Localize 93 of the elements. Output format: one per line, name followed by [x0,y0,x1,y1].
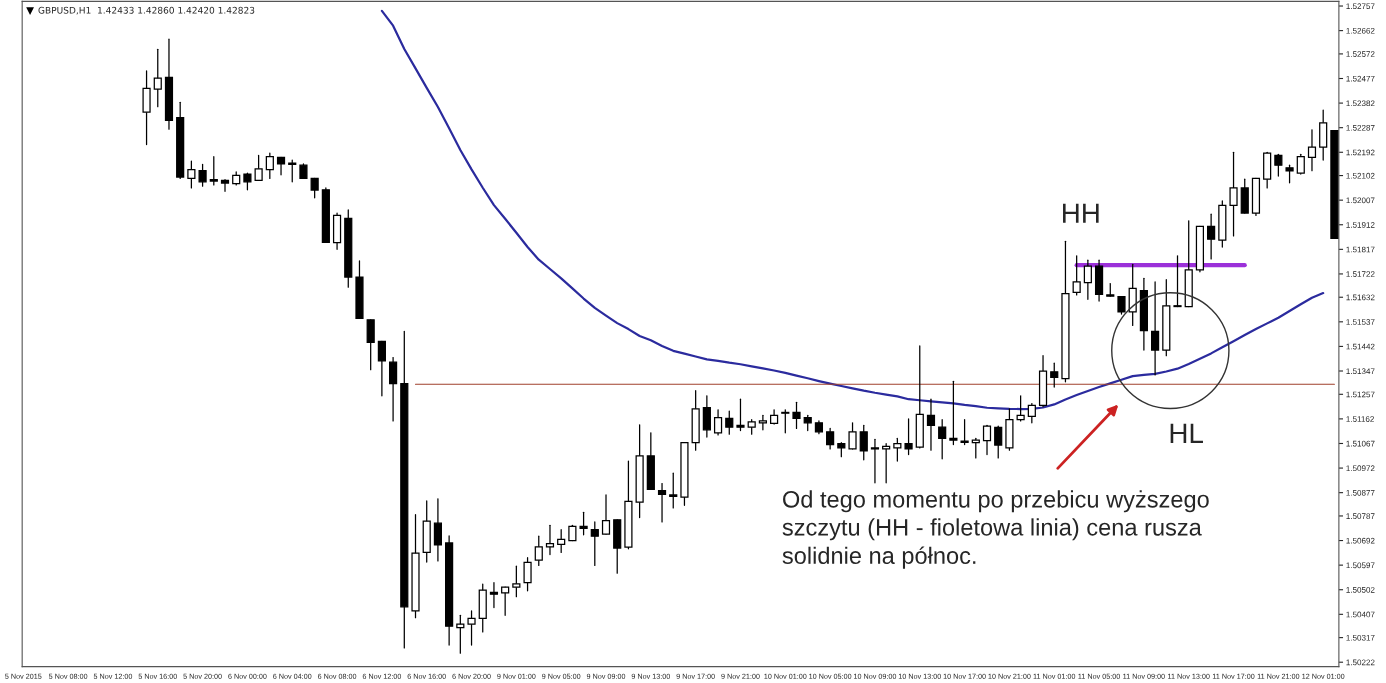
text: GBPUSD,H1 1.42433 1.42860 1.42420 1.42823 [38,6,255,15]
candlestick [994,425,1003,459]
candlestick [702,395,711,438]
annotation: HH [1063,203,1099,223]
candlestick [949,380,958,446]
y-tick-label: 1.51722 [1346,271,1375,277]
y-tick-label: 1.50692 [1346,537,1375,544]
candlestick [781,409,790,434]
y-tick-label: 1.51067 [1346,440,1375,447]
candlestick [534,535,543,567]
y-tick-label: 1.50972 [1346,465,1375,472]
candlestick [938,419,947,460]
candlestick [467,610,476,646]
candlestick [1027,402,1036,424]
y-tick-label: 1.50502 [1346,587,1375,593]
candlestick [882,443,891,484]
y-tick-label: 1.52572 [1346,51,1375,57]
candlestick [1207,213,1216,260]
candlestick [1050,362,1059,388]
y-tick-label: 1.52192 [1346,149,1375,156]
candlestick [142,70,151,146]
annotation: HL [1170,423,1203,443]
candlestick [288,159,297,183]
candlestick [1150,281,1160,376]
y-tick-label: 1.51442 [1346,343,1375,350]
candlestick [1296,153,1305,175]
y-tick-label: 1.51347 [1346,368,1375,374]
candlestick [433,498,443,562]
y-tick-label: 1.52287 [1346,124,1375,131]
candlestick [489,582,499,609]
candlestick [590,521,599,567]
candlestick [198,163,207,187]
candlestick [501,586,510,616]
annotation: Od tego momentu po przebicu wyższego szczytu (HH - fioletowa linia) cena rusza solidnie na północ. [782,490,1209,569]
candlestick [1173,255,1182,308]
candlestick [859,424,868,461]
candlestick [254,154,263,182]
candlestick [792,401,801,430]
candlestick [893,437,902,462]
candlestick [669,472,678,509]
candlestick [523,557,532,592]
candlestick [725,410,734,435]
candlestick [310,177,319,199]
candlestick [209,156,218,186]
candlestick [960,419,969,446]
candlestick [713,409,723,436]
candlestick [187,160,196,189]
candlestick [557,529,566,554]
candlestick [736,398,745,432]
candlestick [366,319,375,371]
candlestick [220,179,230,192]
candlestick [1128,263,1137,327]
candlestick [826,427,835,450]
candlestick [512,565,521,598]
y-tick-label: 1.50407 [1346,611,1375,618]
y-tick-label: 1.51257 [1346,391,1375,398]
candlestick [601,494,611,535]
candlestick [1072,255,1081,296]
y-tick-label: 1.52382 [1346,100,1375,107]
y-tick-label: 1.52477 [1346,75,1375,82]
candlestick [545,524,555,556]
candlestick [1083,259,1092,300]
candlestick [904,418,913,456]
y-tick-label: 1.50222 [1346,659,1375,666]
candlestick [276,156,286,176]
y-tick-label: 1.50787 [1346,513,1375,519]
candlestick [758,414,767,431]
candlestick [265,152,274,180]
y-tick-label: 1.50877 [1346,489,1375,496]
candlestick [1307,129,1317,172]
y-tick-label: 1.52662 [1346,27,1375,34]
y-tick-label: 1.51537 [1346,319,1375,325]
candlestick [1229,151,1238,237]
y-tick-label: 1.50317 [1346,634,1375,641]
candlestick [870,438,880,484]
candlestick [657,482,667,523]
y-tick-label: 1.52757 [1346,3,1375,10]
y-tick-label: 1.52007 [1346,197,1375,204]
candlestick [377,340,386,397]
candlestick [1274,153,1283,177]
candlestick [971,437,980,459]
y-tick-label: 1.51162 [1346,416,1374,422]
candlestick [153,48,162,108]
candlestick [388,356,398,422]
y-tick-label: 1.52102 [1346,172,1375,179]
candlestick [926,398,936,451]
candlestick [579,511,588,536]
candlestick [848,422,857,450]
y-tick-label: 1.50597 [1346,562,1375,569]
y-tick-label: 1.51817 [1346,246,1375,253]
y-tick-label: 1.51632 [1346,294,1375,301]
candlestick [982,424,992,456]
y-tick-label: 1.51912 [1346,222,1375,228]
